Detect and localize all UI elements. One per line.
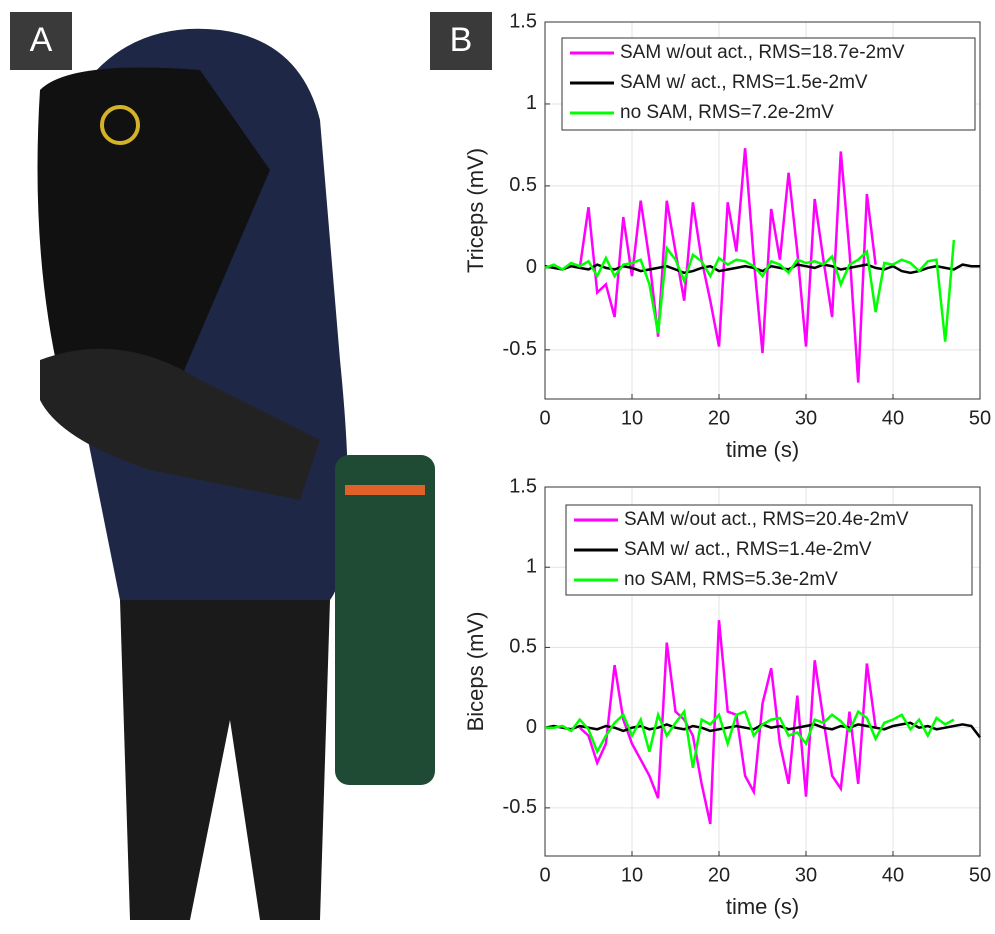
x-tick-label: 40 xyxy=(882,864,904,886)
y-tick-label: 0 xyxy=(526,716,537,738)
y-tick-label: 1 xyxy=(526,92,537,114)
panel-label: B xyxy=(450,21,473,59)
x-tick-label: 20 xyxy=(708,864,730,886)
y-tick-label: 0 xyxy=(526,256,537,278)
legend-label: no SAM, RMS=5.3e-2mV xyxy=(624,569,838,590)
x-tick-label: 20 xyxy=(708,407,730,429)
x-tick-label: 50 xyxy=(969,407,991,429)
y-tick-label: 1 xyxy=(526,555,537,577)
y-axis-label: Triceps (mV) xyxy=(463,148,488,273)
legend-label: SAM w/ act., RMS=1.4e-2mV xyxy=(624,539,872,560)
x-tick-label: 0 xyxy=(539,864,550,886)
y-tick-label: -0.5 xyxy=(503,338,537,360)
x-tick-label: 10 xyxy=(621,864,643,886)
y-axis-label: Biceps (mV) xyxy=(463,612,488,732)
toolbox xyxy=(335,455,435,785)
x-tick-label: 10 xyxy=(621,407,643,429)
legend-label: SAM w/ act., RMS=1.5e-2mV xyxy=(620,72,868,93)
panel-label: A xyxy=(30,21,53,59)
y-tick-label: 1.5 xyxy=(509,475,537,497)
x-axis-label: time (s) xyxy=(726,437,799,462)
y-tick-label: 0.5 xyxy=(509,174,537,196)
legend-label: SAM w/out act., RMS=20.4e-2mV xyxy=(624,509,909,530)
legend-label: SAM w/out act., RMS=18.7e-2mV xyxy=(620,42,905,63)
x-tick-label: 30 xyxy=(795,864,817,886)
x-tick-label: 30 xyxy=(795,407,817,429)
legend-label: no SAM, RMS=7.2e-2mV xyxy=(620,102,834,123)
x-tick-label: 50 xyxy=(969,864,991,886)
toolbox-latch xyxy=(345,485,425,495)
y-tick-label: 0.5 xyxy=(509,636,537,658)
page: A B -0.500.511.501020304050time (s)Trice… xyxy=(0,0,995,934)
x-tick-label: 40 xyxy=(882,407,904,429)
y-tick-label: -0.5 xyxy=(503,796,537,818)
x-axis-label: time (s) xyxy=(726,894,799,919)
x-tick-label: 0 xyxy=(539,407,550,429)
y-tick-label: 1.5 xyxy=(509,10,537,32)
figure: A B -0.500.511.501020304050time (s)Trice… xyxy=(0,0,995,929)
